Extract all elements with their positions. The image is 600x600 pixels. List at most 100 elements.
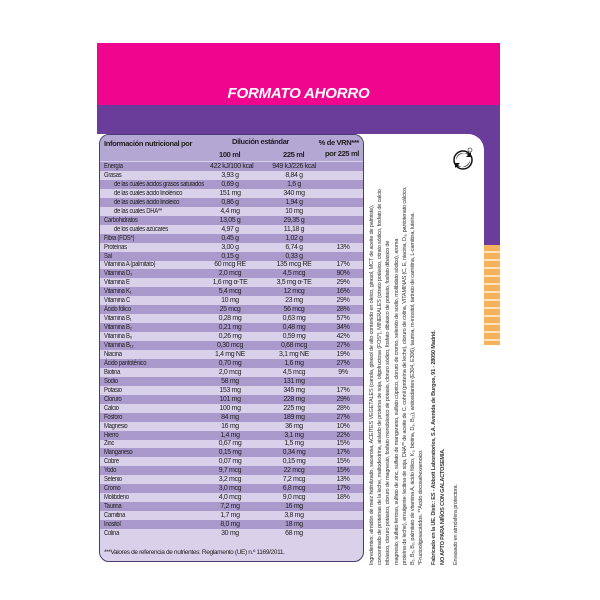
value-100ml: 84 mg xyxy=(221,413,239,421)
value-100ml: 0,21 mg xyxy=(218,324,242,332)
value-225ml: 4,5 mcg xyxy=(282,368,306,376)
ingredients-line: proteína de leche), emulgente: lecitina … xyxy=(401,186,408,565)
table-row: Biotina 2,0 mcg 4,5 mcg 9% xyxy=(100,368,363,377)
table-row: Niacina 1,4 mg NE 3,1 mg NE 19% xyxy=(100,350,363,359)
value-100ml: 5,4 mcg xyxy=(218,288,242,296)
value-225ml: 29,35 g xyxy=(283,216,305,224)
nutrient-name: Magnesio xyxy=(104,422,128,430)
value-225ml: 189 mg xyxy=(283,413,305,421)
value-100ml: 4,4 mg xyxy=(220,207,240,215)
value-225ml: 4,5 mcg xyxy=(282,270,306,278)
table-row: Fibra (FOS*) 0,45 g 1,02 g xyxy=(100,233,363,243)
ingredients-line: *Fructooligosacáridos. **Ácido docosahex… xyxy=(418,449,425,565)
value-100ml: 0,70 mg xyxy=(218,359,242,367)
table-row: Vitamina B₁₂ 0,30 mcg 0,68 mcg 27% xyxy=(100,341,363,350)
value-225ml: 0,63 mg xyxy=(282,315,306,323)
table-row: Cobre 0,07 mg 0,15 mg 15% xyxy=(100,457,363,466)
table-row: Vitamina A (palmitato) 60 mcg RE 135 mcg R… xyxy=(100,260,363,269)
value-225ml: 3,1 mg NE xyxy=(279,350,309,358)
table-row: Zinc 0,67 mg 1,5 mg 15% xyxy=(100,439,363,448)
table-row: Proteínas 3,00 g 6,74 g 13% xyxy=(100,243,363,252)
value-100ml: 0,45 g xyxy=(221,234,239,242)
value-225ml: 18 mg xyxy=(285,521,303,528)
value-100ml: 25 mcg xyxy=(219,306,241,314)
vrn-percent: 17% xyxy=(336,261,350,269)
value-100ml: 0,69 g xyxy=(221,180,239,188)
vrn-percent: 17% xyxy=(336,386,350,394)
nutrient-name: Energía xyxy=(104,163,123,170)
manufacturer-text: Fabricado en la UE. Distr.: ES - Abbott … xyxy=(431,330,438,565)
value-225ml: 225 mg xyxy=(283,404,305,412)
nutrient-name: Yodo xyxy=(104,467,117,475)
value-225ml: 340 mg xyxy=(283,189,305,197)
value-100ml: 0,15 g xyxy=(221,252,239,260)
ingredients-line: Ingredientes: almidón de maíz hidrolizad… xyxy=(369,204,375,565)
side-text: Ingredientes: almidón de maíz hidrolizad… xyxy=(368,140,478,565)
vrn-percent: 13% xyxy=(336,476,350,484)
value-100ml: 1,7 mg xyxy=(220,512,240,520)
value-100ml: 101 mg xyxy=(219,395,241,403)
value-225ml: 0,15 mg xyxy=(282,458,306,466)
table-row: Hierro 1,4 mg 3,1 mg 22% xyxy=(100,430,363,440)
ingredients-line: magnesio, sulfato ferroso, sulfato de zi… xyxy=(393,238,400,565)
vrn-percent: 15% xyxy=(336,467,350,475)
value-225ml: 68 mg xyxy=(285,529,303,537)
value-225ml: 3,8 mg xyxy=(284,512,304,520)
value-225ml: 56 mcg xyxy=(283,306,305,314)
ingredients-text: Ingredientes: almidón de maíz hidrolizad… xyxy=(368,140,425,565)
table-row: Taurina 7,2 mg 16 mg xyxy=(100,502,363,512)
table-row: Inositol 8,0 mg 18 mg xyxy=(100,520,363,529)
vrn-percent: 22% xyxy=(336,431,350,439)
nutrient-name: Vitamina B₆ xyxy=(104,333,132,341)
value-100ml: 0,26 mg xyxy=(218,333,242,341)
vrn-percent: 19% xyxy=(336,350,350,358)
nutrient-name: Cloruro xyxy=(104,395,122,403)
value-100ml: 0,15 mg xyxy=(218,449,242,457)
nutrient-name: Zinc xyxy=(104,440,115,448)
value-100ml: 3,00 g xyxy=(221,243,239,251)
header-225ml: 225 ml xyxy=(283,150,305,159)
nutrient-name: Inositol xyxy=(104,521,121,528)
nutrient-name: Selenio xyxy=(104,476,122,484)
vrn-percent: 57% xyxy=(336,315,350,323)
value-100ml: 60 mcg RE xyxy=(214,261,246,269)
vrn-percent: 28% xyxy=(336,404,350,412)
nutrient-name: Taurina xyxy=(104,503,122,511)
nutrition-table: Información nutricional por Dilución est… xyxy=(99,134,364,562)
green-dot-recycle-icon xyxy=(453,147,473,170)
nutrient-name: Fibra (FOS*) xyxy=(104,234,135,242)
table-row: de las cuales DHA** 4,4 mg 10 mg xyxy=(100,207,363,216)
table-row: Vitamina B₆ 0,26 mg 0,59 mg 42% xyxy=(100,332,363,341)
value-100ml: 3,93 g xyxy=(221,171,239,179)
nutrient-name: Ácido fólico xyxy=(104,306,131,314)
value-225ml: 1,6 g xyxy=(287,180,301,188)
value-100ml: 58 mg xyxy=(221,377,239,385)
table-row: Ácido pantoténico 0,70 mg 1,6 mg 27% xyxy=(100,358,363,368)
value-100ml: 151 mg xyxy=(219,189,241,197)
value-225ml: 3,5 mg α-TE xyxy=(276,279,312,287)
nutrient-name: Sal xyxy=(104,252,112,260)
ingredients-line: B₁, B₆, B₂, palmitato de vitamina A, áci… xyxy=(410,212,417,565)
header-group: Dilución estándar xyxy=(232,137,289,146)
vrn-percent: 34% xyxy=(336,324,350,332)
value-225ml: 0,59 mg xyxy=(282,333,306,341)
value-225ml: 949 kJ/226 kcal xyxy=(272,163,316,170)
table-row: de los cuales azúcares 4,97 g 11,18 g xyxy=(100,225,363,234)
nutrient-name: Cromo xyxy=(104,485,121,493)
value-100ml: 9,7 mcg xyxy=(218,467,242,475)
value-100ml: 422 kJ/100 kcal xyxy=(210,163,254,170)
packaging-text: Envasado en atmósfera protectora. xyxy=(452,484,459,565)
value-225ml: 6,74 g xyxy=(285,243,303,251)
table-footnote: ***Valores de referencia de nutrientes: … xyxy=(104,549,285,556)
nutrient-name: de las cuales ácido linolénico xyxy=(114,189,183,197)
nutrient-name: de las cuales ácido linoleico xyxy=(114,198,180,206)
value-100ml: 4,0 mcg xyxy=(218,494,242,502)
value-225ml: 7,2 mcg xyxy=(282,476,306,484)
table-row: Sal 0,15 g 0,33 g xyxy=(100,251,363,261)
value-225ml: 9,0 mcg xyxy=(282,494,306,502)
nutrient-name: Molibdeno xyxy=(104,494,129,502)
value-225ml: 36 mg xyxy=(285,422,303,430)
table-row: Fósforo 84 mg 189 mg 27% xyxy=(100,412,363,422)
nutrient-name: Biotina xyxy=(104,368,121,376)
value-225ml: 0,33 g xyxy=(285,252,303,260)
